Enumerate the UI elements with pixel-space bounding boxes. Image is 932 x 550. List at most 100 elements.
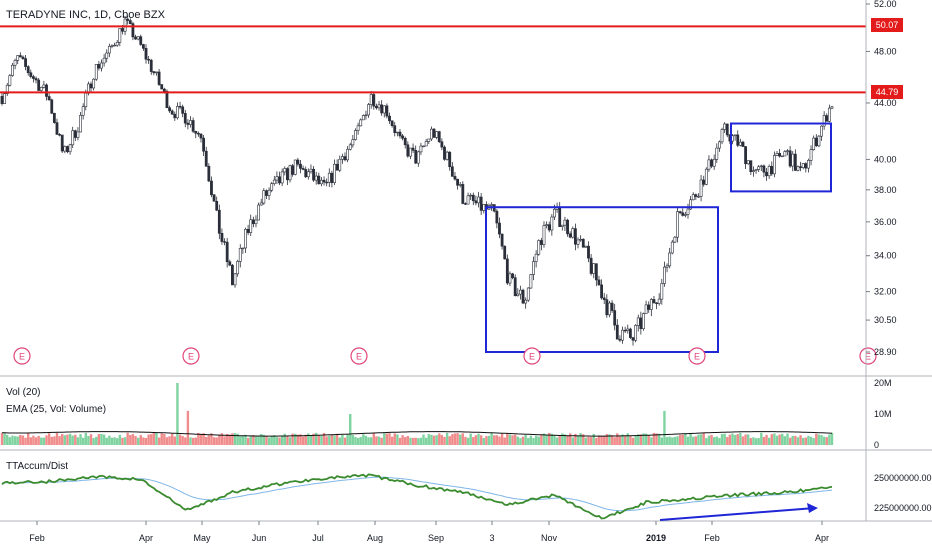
volume-bar — [542, 433, 546, 445]
candle-body — [568, 233, 572, 238]
volume-bar — [280, 435, 284, 445]
candle-body — [613, 310, 617, 326]
volume-bar — [506, 433, 509, 445]
volume-bar — [157, 437, 161, 445]
candle-body — [482, 204, 486, 211]
candle-body — [636, 317, 640, 326]
volume-bar — [623, 435, 627, 445]
candle-body — [738, 141, 742, 146]
candle-body — [414, 150, 418, 164]
volume-bar — [432, 435, 436, 445]
candle-body — [280, 171, 284, 184]
volume-ema-line — [1, 431, 833, 437]
volume-bar — [362, 434, 365, 445]
candle-body — [325, 181, 329, 184]
volume-bar — [205, 436, 208, 445]
candle-body — [765, 171, 768, 177]
candle-body — [186, 122, 190, 125]
candle-body — [102, 57, 106, 64]
candle-body — [691, 194, 695, 201]
volume-bar — [513, 434, 517, 445]
volume-bar — [333, 435, 336, 445]
volume-bar — [144, 438, 148, 445]
time-tick-label: Apr — [815, 533, 829, 543]
volume-bar — [422, 434, 425, 445]
volume-bar — [767, 437, 771, 445]
candle-body — [801, 163, 805, 168]
volume-bar — [830, 432, 834, 445]
candle-body — [367, 104, 370, 116]
volume-bar — [223, 436, 226, 445]
volume-bar — [511, 435, 514, 445]
candle-body — [759, 165, 763, 168]
volume-bar — [448, 436, 451, 445]
candle-body — [665, 265, 669, 268]
volume-bar — [697, 434, 700, 445]
volume-bar — [770, 434, 773, 445]
candle-body — [725, 123, 729, 136]
volume-bar — [317, 434, 321, 445]
candle-body — [830, 106, 834, 109]
volume-bar — [249, 435, 252, 445]
candle-body — [702, 179, 706, 185]
volume-bar — [0, 432, 4, 445]
volume-bar — [537, 436, 540, 445]
candle-body — [296, 159, 300, 165]
price-tick-label: 44.00 — [874, 98, 897, 108]
volume-bar — [8, 437, 12, 445]
volume-bar — [576, 435, 580, 445]
volume-bar — [571, 437, 574, 445]
volume-bar — [739, 432, 742, 445]
volume-bar — [296, 434, 300, 445]
candle-body — [183, 113, 187, 124]
candle-body — [746, 160, 750, 165]
volume-bar — [508, 434, 512, 445]
volume-bar — [440, 434, 444, 445]
volume-bar — [731, 433, 734, 445]
candle-body — [600, 284, 603, 299]
candle-body — [223, 241, 226, 243]
candle-body — [398, 131, 402, 137]
candle-body — [479, 196, 483, 211]
volume-bar — [343, 437, 347, 445]
volume-bar — [123, 437, 127, 445]
candle-body — [796, 166, 800, 171]
candle-body — [262, 190, 266, 204]
volume-bar — [566, 435, 569, 445]
volume-bar — [621, 434, 624, 445]
volume-bar — [71, 435, 74, 445]
volume-bar — [225, 433, 229, 445]
volume-bar — [600, 435, 603, 445]
candle-body — [288, 165, 292, 181]
volume-bar — [364, 435, 368, 445]
volume-bar — [757, 438, 760, 445]
volume-bar — [87, 436, 90, 445]
candle-body — [147, 58, 151, 61]
volume-bar — [516, 436, 520, 445]
volume-bar — [24, 437, 27, 445]
earnings-marker — [182, 347, 200, 365]
earnings-marker — [688, 347, 706, 365]
volume-bar — [445, 432, 449, 445]
volume-bar — [95, 436, 98, 445]
volume-bar — [762, 436, 766, 445]
candle-body — [608, 302, 611, 316]
candle-body — [181, 106, 185, 114]
candle-body — [644, 304, 648, 314]
candle-body — [534, 253, 538, 262]
candle-body — [707, 159, 711, 170]
price-tick-label: 40.00 — [874, 154, 897, 164]
volume-bar — [32, 435, 35, 445]
volume-bar — [747, 434, 750, 445]
earnings-marker — [350, 347, 368, 365]
volume-bar — [605, 433, 609, 445]
volume-bar — [102, 434, 106, 445]
volume-bar — [40, 437, 43, 445]
candle-body — [257, 204, 260, 221]
candle-body — [529, 274, 533, 289]
candle-body — [770, 165, 774, 175]
volume-bar — [579, 433, 582, 445]
volume-bar — [825, 437, 828, 445]
volume-bar — [273, 435, 276, 445]
